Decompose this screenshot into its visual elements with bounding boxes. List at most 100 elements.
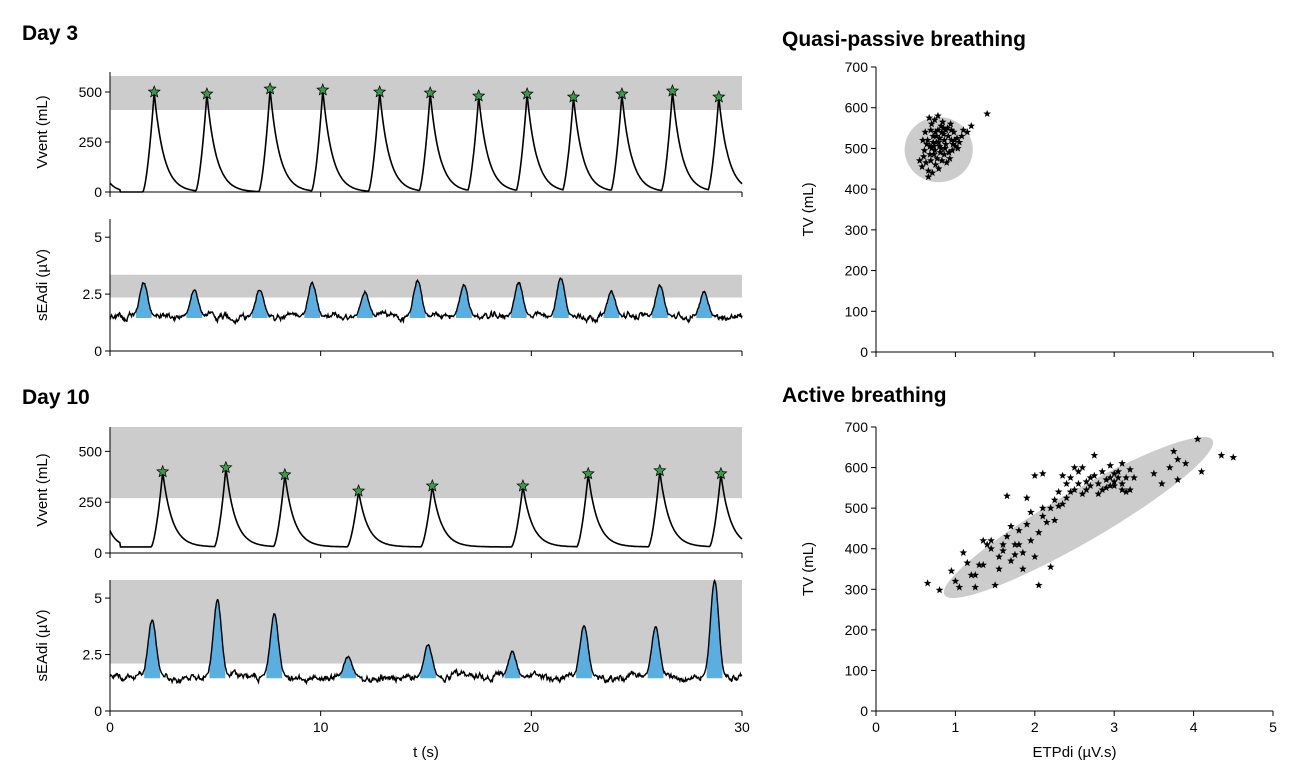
data-point — [1098, 485, 1107, 494]
peak-marker — [278, 467, 292, 481]
data-point — [1074, 479, 1083, 488]
data-point — [1090, 451, 1099, 459]
data-point — [1158, 479, 1166, 488]
data-point — [1130, 473, 1138, 481]
data-point — [1070, 485, 1079, 494]
data-point — [1023, 494, 1031, 502]
y-tick-label: 400 — [845, 541, 869, 557]
data-point — [1118, 485, 1126, 494]
data-point — [928, 168, 937, 177]
emg-trace — [109, 578, 743, 686]
burst-fill — [209, 599, 226, 679]
peak-marker — [665, 84, 680, 97]
confidence-ellipse — [904, 117, 973, 183]
y-tick-label: 250 — [79, 494, 103, 510]
y-tick-label: 600 — [845, 460, 869, 476]
data-point — [1102, 475, 1111, 483]
target-band — [110, 427, 742, 499]
data-point — [934, 164, 943, 173]
data-point — [1181, 459, 1190, 467]
data-point — [951, 142, 960, 150]
quasi-scatter-group: 0 100 200 300 400 500 600 700 TV (mL) — [800, 59, 1274, 360]
data-point — [935, 142, 944, 150]
data-point — [1062, 494, 1071, 502]
data-point — [999, 546, 1007, 554]
x-tick-label: 2 — [1031, 719, 1039, 735]
data-point — [943, 124, 952, 132]
data-point — [924, 166, 933, 175]
data-point — [922, 158, 930, 166]
day3-seadi-group: 0 2.5 5 sEAdi (µV) — [34, 219, 743, 359]
data-point — [1070, 463, 1079, 471]
data-point — [942, 140, 950, 148]
data-point — [1023, 520, 1031, 528]
burst-fill — [504, 651, 521, 679]
y-tick-label: 300 — [845, 222, 869, 238]
data-point — [1054, 487, 1063, 496]
burst-fill — [409, 280, 426, 318]
data-point — [939, 124, 948, 132]
peak-marker — [615, 87, 629, 100]
peak-marker — [520, 87, 534, 100]
data-point — [926, 142, 934, 150]
x-tick-label: 3 — [1110, 719, 1118, 735]
data-point — [915, 156, 924, 164]
data-point — [931, 160, 940, 168]
burst-fill — [706, 580, 723, 679]
data-point — [1094, 489, 1103, 498]
y-axis-label: sEAdi (µV) — [34, 249, 51, 321]
y-tick-label: 0 — [94, 703, 102, 719]
data-point — [940, 150, 949, 158]
data-point — [979, 560, 987, 569]
data-point — [1118, 459, 1126, 467]
peak-marker — [373, 85, 387, 98]
data-point — [923, 579, 932, 587]
burst-fill — [340, 656, 356, 679]
burst-fill — [304, 282, 321, 318]
peak-marker — [566, 90, 581, 103]
data-point — [1015, 540, 1023, 548]
y-tick-label: 300 — [845, 581, 869, 597]
x-tick-label: 10 — [313, 719, 329, 735]
data-point — [963, 128, 972, 136]
peak-marker — [263, 82, 277, 95]
y-axis-label: TV (mL) — [800, 182, 817, 236]
data-point — [1031, 471, 1039, 479]
data-point — [927, 120, 936, 128]
data-point — [935, 586, 944, 594]
target-band — [110, 274, 742, 298]
x-axis-label: ETPdi (µV.s) — [1033, 744, 1117, 761]
data-point — [935, 134, 944, 142]
x-tick-label: 0 — [872, 719, 880, 735]
active-scatter-group: 0 100 200 300 400 500 600 700 0 1 2 3 4 5 TV (mL) ETPdi… — [800, 419, 1277, 761]
data-point — [1126, 485, 1134, 494]
data-point — [1122, 487, 1130, 496]
data-point — [938, 156, 946, 164]
burst-fill — [144, 620, 160, 679]
y-tick-label: 500 — [845, 500, 869, 516]
data-point — [1114, 473, 1122, 481]
data-point — [1082, 485, 1091, 494]
x-tick-label: 0 — [106, 719, 114, 735]
data-point — [1038, 469, 1047, 477]
data-point — [931, 128, 940, 136]
data-point — [1054, 502, 1063, 510]
peak-marker — [423, 86, 437, 99]
burst-fill — [603, 290, 620, 318]
data-point — [1106, 461, 1115, 469]
data-point — [945, 148, 953, 156]
data-point — [987, 536, 995, 544]
data-point — [953, 144, 962, 152]
y-tick-label: 700 — [845, 419, 869, 435]
data-point — [1011, 550, 1019, 559]
data-point — [1110, 477, 1118, 486]
data-point — [971, 583, 980, 591]
data-point — [1003, 491, 1011, 500]
data-point — [926, 156, 935, 164]
data-point — [1126, 465, 1134, 473]
burst-fill — [510, 282, 527, 318]
data-point — [948, 146, 957, 154]
data-point — [937, 122, 945, 130]
y-tick-label: 600 — [845, 100, 869, 116]
